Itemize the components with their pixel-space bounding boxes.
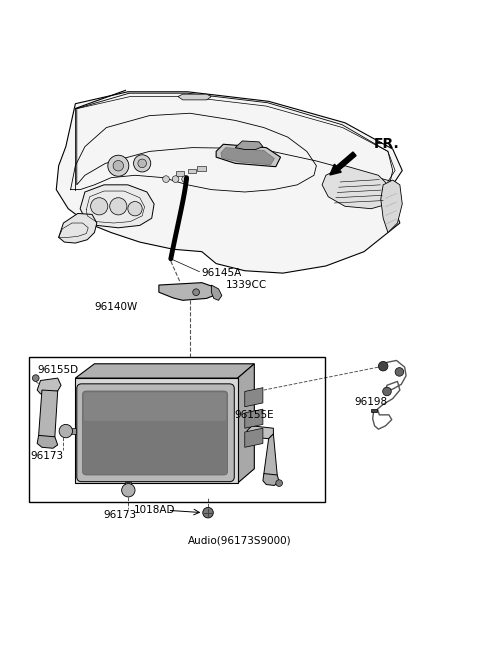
Bar — [29, 357, 325, 502]
FancyArrow shape — [330, 152, 356, 175]
Text: 1339CC: 1339CC — [226, 280, 267, 290]
Polygon shape — [247, 426, 274, 439]
Polygon shape — [80, 185, 154, 228]
Polygon shape — [38, 390, 58, 439]
Polygon shape — [37, 436, 58, 448]
Circle shape — [133, 155, 151, 172]
Polygon shape — [245, 428, 263, 447]
Text: 96145A: 96145A — [202, 268, 242, 278]
Circle shape — [203, 508, 213, 518]
Circle shape — [113, 161, 123, 171]
Text: 96173: 96173 — [30, 451, 63, 461]
Polygon shape — [263, 474, 279, 485]
Polygon shape — [159, 283, 216, 300]
Circle shape — [121, 483, 135, 497]
Circle shape — [172, 176, 179, 182]
Polygon shape — [245, 388, 263, 407]
Circle shape — [128, 201, 142, 216]
Polygon shape — [264, 434, 277, 478]
Polygon shape — [75, 378, 238, 483]
Circle shape — [182, 176, 189, 182]
Text: 96155D: 96155D — [37, 365, 78, 375]
Circle shape — [110, 197, 127, 215]
Circle shape — [163, 176, 169, 182]
Bar — [197, 166, 205, 171]
FancyBboxPatch shape — [83, 391, 228, 475]
Polygon shape — [235, 141, 263, 150]
Polygon shape — [381, 180, 402, 233]
Text: 96173: 96173 — [103, 510, 136, 520]
Circle shape — [276, 480, 282, 487]
Circle shape — [33, 375, 39, 381]
Text: 1018AD: 1018AD — [134, 505, 176, 516]
Polygon shape — [77, 93, 393, 185]
FancyBboxPatch shape — [84, 392, 226, 421]
Polygon shape — [371, 409, 377, 413]
Text: 96155E: 96155E — [234, 410, 274, 420]
Text: 96140W: 96140W — [95, 302, 138, 312]
Bar — [188, 169, 196, 173]
Circle shape — [91, 197, 108, 215]
Polygon shape — [178, 94, 211, 100]
Circle shape — [378, 361, 388, 371]
Circle shape — [383, 387, 391, 396]
FancyBboxPatch shape — [77, 384, 234, 482]
Polygon shape — [56, 92, 402, 273]
Polygon shape — [221, 148, 275, 165]
Bar — [125, 482, 131, 489]
Bar — [67, 428, 76, 434]
Text: Audio(96173S9000): Audio(96173S9000) — [188, 535, 292, 545]
Polygon shape — [75, 364, 254, 378]
Polygon shape — [322, 166, 393, 209]
Polygon shape — [245, 409, 263, 428]
Polygon shape — [59, 213, 97, 243]
Bar — [176, 171, 184, 176]
Text: FR.: FR. — [373, 137, 399, 152]
Text: 96198: 96198 — [355, 397, 388, 407]
Polygon shape — [37, 378, 61, 394]
Circle shape — [395, 367, 404, 376]
Polygon shape — [238, 364, 254, 483]
Circle shape — [138, 159, 146, 168]
Circle shape — [59, 424, 72, 438]
Polygon shape — [211, 285, 222, 300]
Polygon shape — [216, 144, 281, 167]
Circle shape — [193, 289, 199, 296]
Circle shape — [108, 155, 129, 176]
